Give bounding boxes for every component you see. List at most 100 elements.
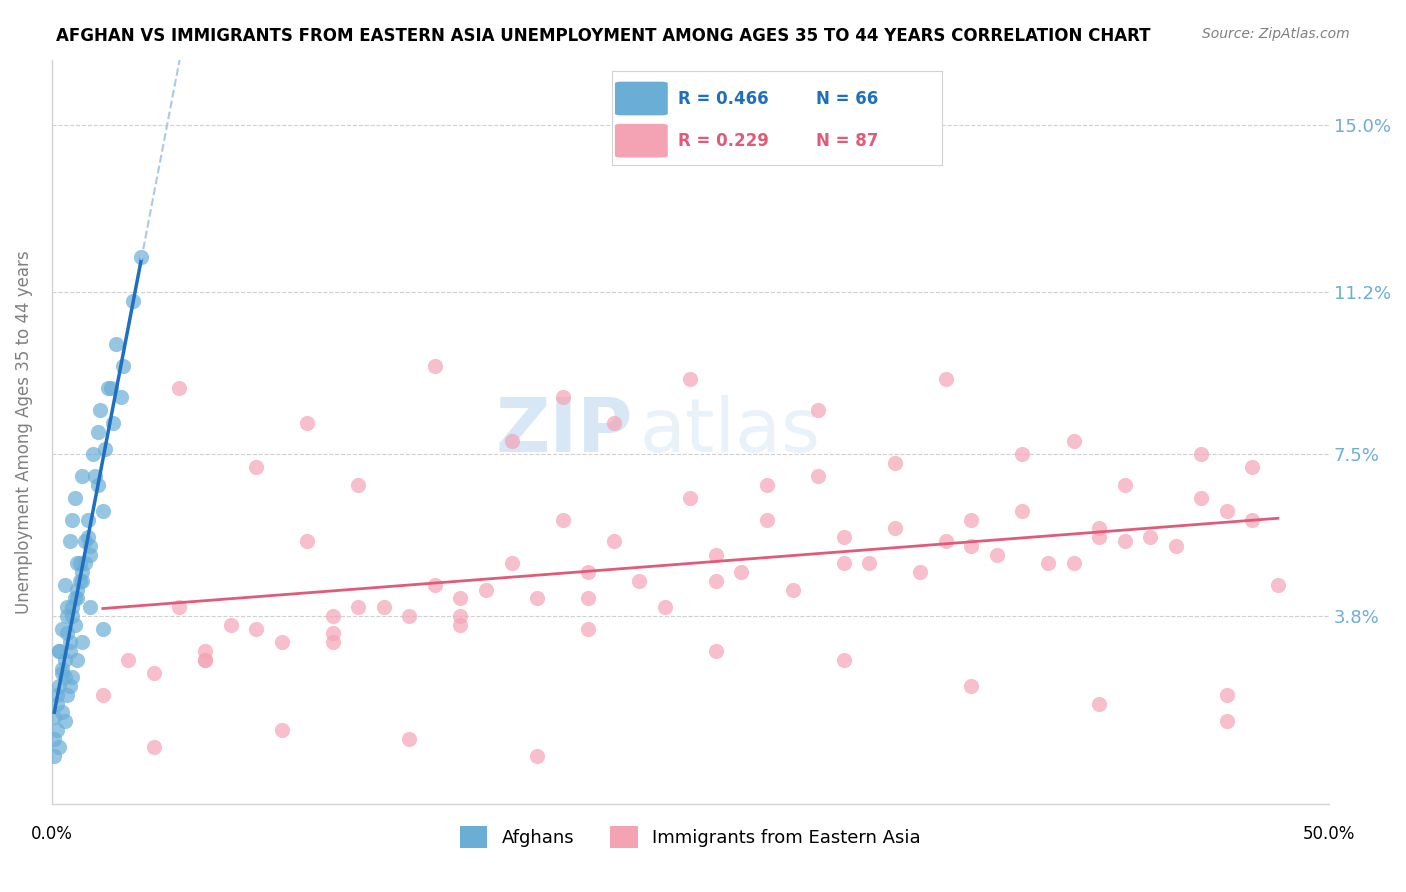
Text: 0.0%: 0.0% bbox=[31, 825, 73, 843]
FancyBboxPatch shape bbox=[614, 82, 668, 115]
Point bbox=[48, 679, 70, 693]
Point bbox=[48, 644, 70, 658]
Point bbox=[48, 740, 70, 755]
Point bbox=[270, 723, 292, 737]
Point bbox=[322, 609, 344, 624]
Point bbox=[910, 565, 932, 579]
Point bbox=[72, 565, 94, 579]
Point bbox=[526, 591, 548, 606]
Point bbox=[245, 622, 267, 636]
Point bbox=[883, 521, 905, 535]
Legend: Afghans, Immigrants from Eastern Asia: Afghans, Immigrants from Eastern Asia bbox=[453, 818, 928, 855]
Point bbox=[1164, 539, 1187, 553]
Point bbox=[1114, 534, 1136, 549]
Point bbox=[45, 723, 67, 737]
Point bbox=[87, 477, 110, 491]
Point bbox=[450, 609, 472, 624]
Point bbox=[450, 591, 472, 606]
Point bbox=[756, 477, 779, 491]
Point bbox=[628, 574, 651, 588]
Point bbox=[59, 635, 82, 649]
Text: ZIP: ZIP bbox=[496, 395, 633, 468]
Point bbox=[63, 617, 86, 632]
Point bbox=[219, 617, 242, 632]
Point bbox=[72, 574, 94, 588]
Point bbox=[1241, 512, 1264, 526]
Point bbox=[832, 653, 855, 667]
Point bbox=[960, 679, 983, 693]
Point bbox=[935, 534, 957, 549]
Point bbox=[79, 548, 101, 562]
Point bbox=[295, 534, 318, 549]
Point bbox=[63, 591, 86, 606]
Point bbox=[142, 740, 165, 755]
Point bbox=[69, 557, 91, 571]
Point bbox=[56, 600, 79, 615]
Point bbox=[94, 442, 117, 457]
Point bbox=[91, 622, 114, 636]
Point bbox=[72, 635, 94, 649]
Point bbox=[270, 635, 292, 649]
Point bbox=[60, 512, 83, 526]
Text: N = 87: N = 87 bbox=[817, 132, 879, 150]
Point bbox=[858, 557, 880, 571]
Point bbox=[1088, 530, 1111, 544]
Point bbox=[960, 512, 983, 526]
Point bbox=[1189, 491, 1212, 505]
Point bbox=[347, 600, 370, 615]
Point bbox=[169, 600, 191, 615]
Point bbox=[679, 491, 702, 505]
Point bbox=[79, 539, 101, 553]
Point bbox=[97, 381, 120, 395]
Point bbox=[576, 565, 599, 579]
Point bbox=[69, 574, 91, 588]
Point bbox=[82, 447, 104, 461]
Point bbox=[117, 653, 139, 667]
Point bbox=[100, 381, 122, 395]
Point bbox=[66, 582, 89, 597]
Point bbox=[322, 635, 344, 649]
FancyBboxPatch shape bbox=[614, 124, 668, 158]
Point bbox=[73, 557, 96, 571]
Point bbox=[704, 644, 727, 658]
Point bbox=[423, 359, 446, 374]
Point bbox=[59, 644, 82, 658]
Point bbox=[66, 653, 89, 667]
Point bbox=[1088, 521, 1111, 535]
Point bbox=[91, 688, 114, 702]
Point bbox=[129, 250, 152, 264]
Point bbox=[423, 578, 446, 592]
Point bbox=[142, 665, 165, 680]
Point bbox=[576, 622, 599, 636]
Point bbox=[63, 491, 86, 505]
Point bbox=[1114, 477, 1136, 491]
Point bbox=[1216, 714, 1239, 728]
Point bbox=[603, 416, 626, 430]
Point bbox=[56, 609, 79, 624]
Point bbox=[87, 425, 110, 439]
Point bbox=[730, 565, 752, 579]
Point bbox=[53, 578, 76, 592]
Point bbox=[1216, 688, 1239, 702]
Point bbox=[76, 530, 98, 544]
Point bbox=[704, 548, 727, 562]
Text: AFGHAN VS IMMIGRANTS FROM EASTERN ASIA UNEMPLOYMENT AMONG AGES 35 TO 44 YEARS CO: AFGHAN VS IMMIGRANTS FROM EASTERN ASIA U… bbox=[56, 27, 1150, 45]
Point bbox=[110, 390, 132, 404]
Point bbox=[398, 609, 420, 624]
Point bbox=[48, 644, 70, 658]
Point bbox=[807, 403, 830, 417]
Point bbox=[347, 477, 370, 491]
Point bbox=[66, 557, 89, 571]
Point bbox=[322, 626, 344, 640]
Point bbox=[475, 582, 498, 597]
Point bbox=[45, 697, 67, 711]
Point bbox=[51, 665, 73, 680]
Text: atlas: atlas bbox=[640, 395, 820, 468]
Point bbox=[398, 731, 420, 746]
Point bbox=[84, 468, 107, 483]
Point bbox=[551, 390, 574, 404]
Point bbox=[169, 381, 191, 395]
Point bbox=[373, 600, 395, 615]
Point bbox=[122, 293, 145, 308]
Point bbox=[60, 600, 83, 615]
